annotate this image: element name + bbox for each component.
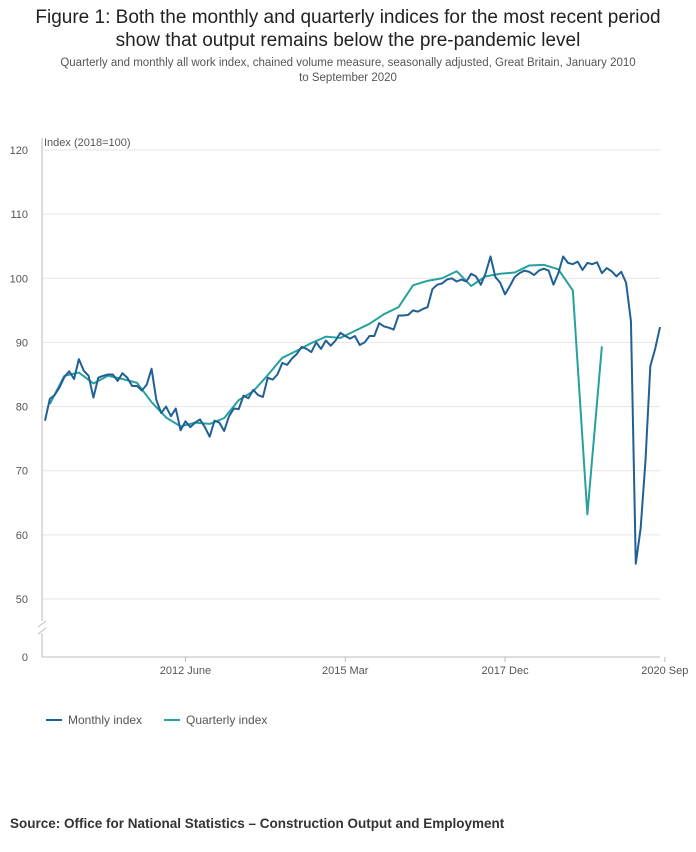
series-line-quarterly: [48, 263, 603, 516]
y-tick-label-80: 80: [16, 402, 28, 414]
axis-break-mark-2: [37, 627, 47, 635]
x-tick-label: 2012 June: [160, 665, 211, 677]
series-lines: [44, 255, 661, 565]
chart-title-line-1: Figure 1: Both the monthly and quarterly…: [35, 7, 661, 28]
series-line-monthly: [44, 255, 661, 565]
y-tick-label-110: 110: [10, 209, 28, 221]
y-tick-label-0: 0: [22, 652, 28, 664]
x-tick-label: 2020 Sep: [641, 665, 688, 677]
chart-title-line-2: show that output remains below the pre-p…: [115, 30, 581, 51]
chart-subtitle-line-2: to September 2020: [299, 72, 397, 84]
chart-subtitle-line-1: Quarterly and monthly all work index, ch…: [60, 57, 636, 69]
source-note: Source: Office for National Statistics –…: [10, 816, 505, 831]
x-tick-label: 2017 Dec: [481, 665, 529, 677]
x-tick-label: 2015 Mar: [322, 665, 369, 677]
y-tick-label-90: 90: [16, 337, 28, 349]
axes: Index (2018=100) 0 50 60 70 80 90 100 110 120 201…: [10, 137, 689, 677]
y-tick-label-120: 120: [10, 145, 28, 157]
y-tick-label-100: 100: [10, 273, 28, 285]
legend-label-monthly: Monthly index: [68, 713, 142, 727]
gridlines: [42, 149, 660, 600]
y-tick-label-60: 60: [16, 530, 28, 542]
line-chart: Index (2018=100) 0 50 60 70 80 90 100 110 120 201…: [10, 137, 689, 727]
y-axis-label: Index (2018=100): [44, 137, 131, 149]
legend-label-quarterly: Quarterly index: [186, 713, 267, 727]
y-tick-label-50: 50: [16, 594, 28, 606]
chart-title: Figure 1: Both the monthly and quarterly…: [0, 6, 696, 52]
chart-subtitle: Quarterly and monthly all work index, ch…: [20, 56, 676, 86]
legend: Monthly index Quarterly index: [46, 713, 267, 727]
y-tick-label-70: 70: [16, 466, 28, 478]
axis-break-mark-1: [37, 620, 47, 628]
